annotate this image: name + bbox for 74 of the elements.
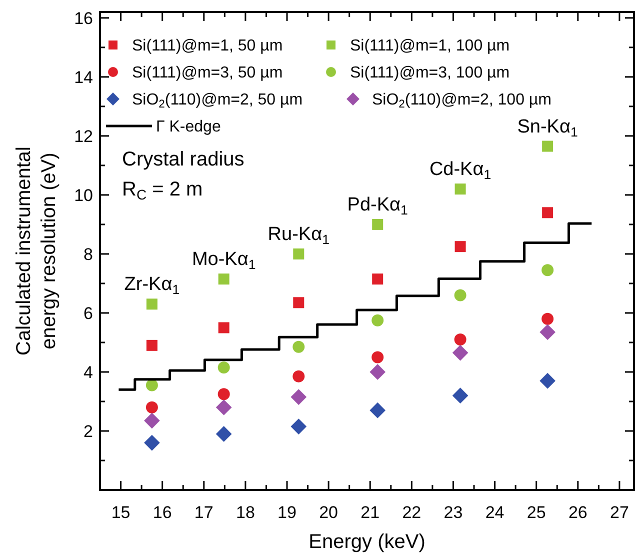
annotation: Crystal radius [122,148,244,170]
point [372,314,384,326]
point [146,340,158,351]
y-tick-label: 8 [84,244,93,264]
annotation: R$_{C}$ = 2 m [122,178,203,203]
legend-label: SiO$_{2}$(110)@m=2, 50 µm [132,92,303,111]
y-tick-label: 14 [74,68,93,87]
point [372,351,384,364]
point [370,402,386,418]
point [146,401,158,414]
point [218,388,230,400]
x-tick-label: 15 [111,503,130,522]
legend-label: Si(111)@m=3, 100 µm [350,64,510,82]
x-tick-label: 16 [152,503,172,522]
point [290,389,307,405]
x-tick-label: 22 [402,503,422,522]
point [218,322,230,334]
x-tick-label: 25 [526,503,546,522]
legend-label: Si(111)@m=1, 50 µm [132,38,283,55]
point [454,241,466,252]
point [454,334,466,346]
y-tick-label: 10 [74,186,93,205]
x-tick-label: 23 [444,503,463,522]
point [454,289,466,302]
point [542,264,554,276]
annotation: Sn-Kα$_{1}$ [517,116,578,140]
point [542,207,554,218]
point [372,218,384,230]
y-tick-label: 16 [74,8,93,28]
point [540,372,556,389]
x-axis-title: Energy (keV) [308,531,426,553]
annotation: Mo-Kα$_{1}$ [192,249,256,272]
annotation: Ru-Kα$_{1}$ [268,224,330,247]
point [216,426,232,442]
annotation: Pd-Kα$_{1}$ [347,194,408,218]
legend-label: Si(111)@m=1, 100 µm [350,38,510,55]
point [218,362,230,374]
point [292,370,305,382]
point [452,344,468,361]
x-tick-label: 19 [278,503,296,522]
point [372,274,384,285]
point [216,399,232,416]
legend-label: Si(111)@m=3, 50 µm [132,64,283,82]
x-tick-label: 21 [360,503,380,522]
x-tick-label: 20 [319,503,338,522]
point [454,184,466,195]
point [293,297,304,308]
point [146,298,158,310]
point [146,379,158,392]
y-axis-title: Calculated instrumental energy resolution (eV) [13,146,60,356]
point [452,388,468,404]
x-tick-label: 24 [485,503,504,522]
x-tick-label: 18 [236,503,255,522]
y-tick-label: 12 [74,126,93,146]
y-tick-label: 6 [84,304,93,323]
point [370,364,386,380]
x-tick-label: 26 [568,503,588,522]
annotation: Cd-Kα$_{1}$ [429,159,492,182]
point [293,248,304,260]
y-tick-label: 4 [84,362,93,382]
point [144,412,160,429]
legend-label: Γ K-edge [156,118,221,136]
y-tick-label: 2 [84,422,93,441]
x-tick-label: 17 [194,503,214,522]
point [542,312,554,325]
point [292,340,305,353]
legend-label: SiO$_{2}$(110)@m=2, 100 µm [372,92,552,111]
point [290,418,307,434]
point [542,140,554,152]
point [540,324,556,340]
x-tick-label: 27 [610,503,629,522]
point [218,274,230,285]
point [144,434,160,451]
annotation: Zr-Kα$_{1}$ [124,274,180,297]
